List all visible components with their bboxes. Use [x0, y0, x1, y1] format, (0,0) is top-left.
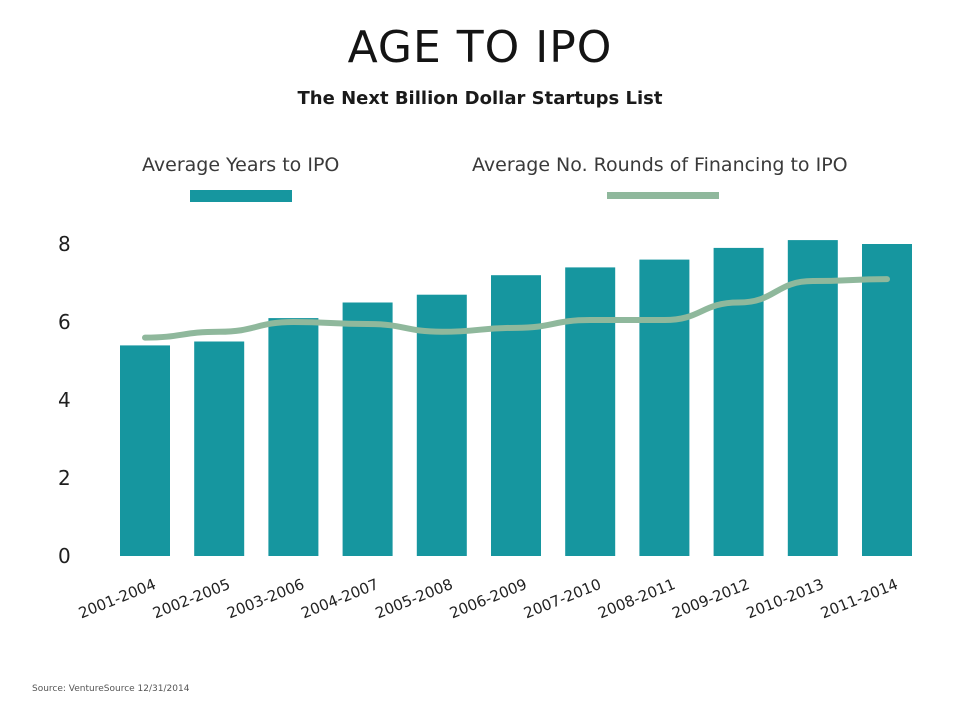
bar-2011-2014 [862, 244, 912, 556]
y-tick-label: 8 [58, 232, 71, 256]
x-tick-label: 2004-2007 [299, 575, 382, 622]
x-tick-label: 2002-2005 [150, 575, 233, 622]
bar-2009-2012 [713, 247, 764, 556]
x-tick-label: 2005-2008 [373, 575, 456, 622]
bar-2001-2004 [120, 345, 170, 556]
x-tick-label: 2006-2009 [447, 575, 530, 622]
legend-label-bars: Average Years to IPO [142, 154, 340, 176]
y-tick-label: 6 [58, 310, 71, 334]
legend-swatch-bars [190, 190, 292, 202]
bar-2008-2011 [639, 259, 690, 556]
bar-2006-2009 [491, 275, 541, 556]
y-tick-label: 2 [58, 466, 71, 490]
x-tick-label: 2008-2011 [595, 575, 678, 622]
legend-swatch-line [607, 192, 719, 199]
x-tick-label: 2011-2014 [818, 575, 901, 622]
series-line-rounds [142, 276, 890, 341]
legend-label-line: Average No. Rounds of Financing to IPO [472, 154, 848, 176]
x-tick-label: 2003-2006 [224, 575, 307, 622]
bar-2002-2005 [194, 341, 245, 556]
y-tick-label: 0 [58, 544, 71, 568]
x-tick-label: 2007-2010 [521, 575, 604, 622]
bar-2010-2013 [787, 240, 838, 556]
y-tick-label: 4 [58, 388, 71, 412]
bar-2004-2007 [342, 302, 393, 556]
bar-2007-2010 [565, 267, 616, 556]
bar-2003-2006 [268, 318, 319, 556]
bar-2005-2008 [416, 294, 467, 556]
x-tick-label: 2010-2013 [744, 575, 827, 622]
x-tick-label: 2001-2004 [76, 575, 159, 622]
chart-title: AGE TO IPO [347, 22, 613, 73]
x-tick-label: 2009-2012 [670, 575, 753, 622]
source-note: Source: VentureSource 12/31/2014 [32, 684, 190, 694]
chart-subtitle: The Next Billion Dollar Startups List [297, 88, 663, 109]
